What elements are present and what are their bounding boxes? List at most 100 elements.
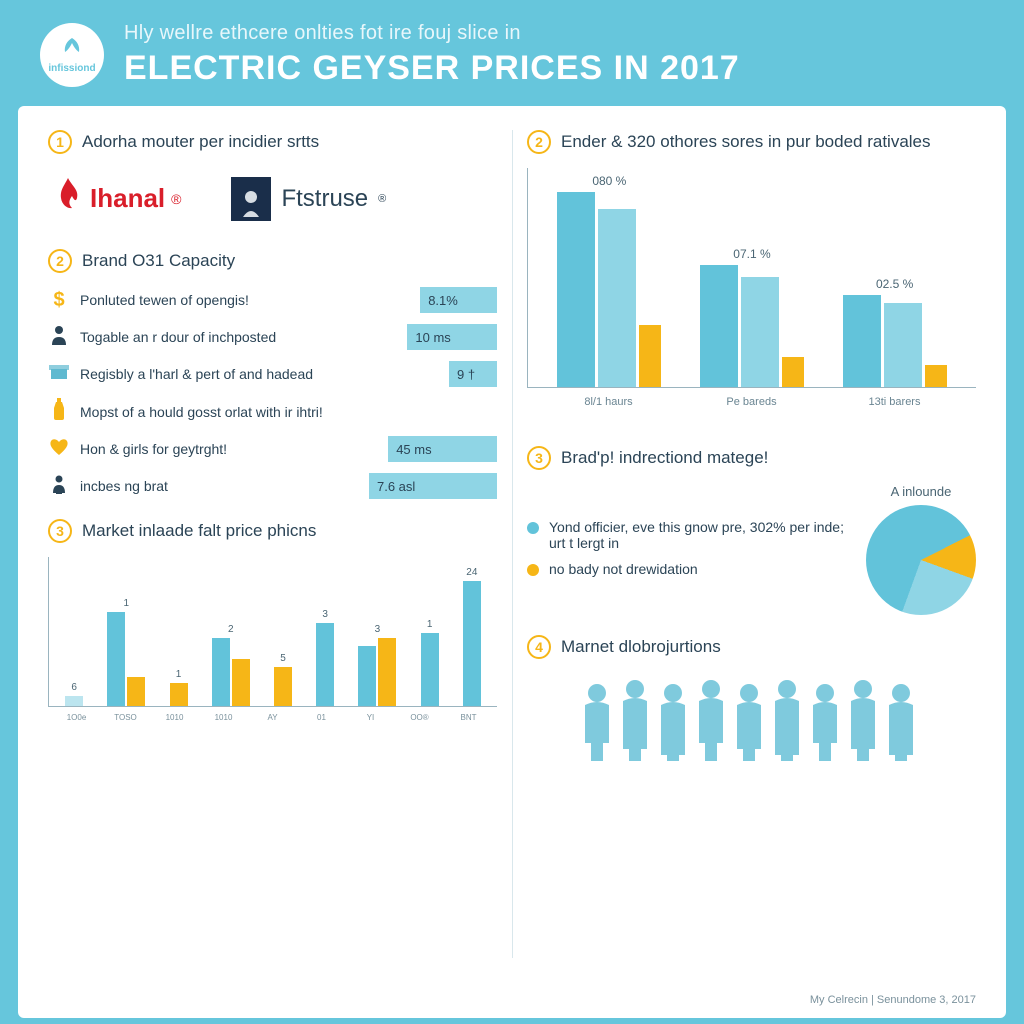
pie-section: Yond officier, eve this gnow pre, 302% p… — [527, 484, 976, 615]
bar-category: 13ti barers — [855, 396, 935, 408]
capacity-label: Togable an r dour of inchposted — [80, 329, 397, 345]
legend-text: Yond officier, eve this gnow pre, 302% p… — [549, 519, 846, 551]
mini-bar-label: 2 — [212, 624, 250, 635]
bar-category: 8l/1 haurs — [569, 396, 649, 408]
brand1-name: Ihanal — [90, 183, 165, 214]
mini-bar-group: 1 — [107, 612, 145, 706]
logo: infissiond — [40, 23, 104, 87]
bar-group: 080 % — [557, 192, 661, 387]
mini-bar — [316, 623, 334, 706]
brand2-name: Ftstruse — [281, 185, 368, 213]
right-section-2: 2 Ender & 320 othores sores in pur boded… — [527, 130, 976, 426]
mini-bar-label: 24 — [463, 567, 481, 578]
mini-bar-group: 3 — [316, 623, 334, 706]
legend-row: no bady not drewidation — [527, 561, 846, 577]
capacity-value: 7.6 asl — [369, 473, 497, 499]
left-s1-title: Adorha mouter per incidier srtts — [82, 132, 319, 152]
brand2-icon — [231, 177, 271, 221]
capacity-label: incbes ng brat — [80, 478, 359, 494]
bar — [782, 357, 804, 387]
capacity-icon — [48, 363, 70, 386]
divider — [512, 130, 513, 958]
mini-bar — [274, 667, 292, 706]
pie-legend: Yond officier, eve this gnow pre, 302% p… — [527, 519, 846, 577]
bar-category: Pe bareds — [712, 396, 792, 408]
mini-bar-label: 1 — [107, 598, 145, 609]
capacity-label: Ponluted tewen of opengis! — [80, 292, 410, 308]
mini-bar-group: 5 — [274, 667, 292, 706]
bar — [741, 277, 779, 387]
mini-category: AY — [260, 713, 286, 722]
legend-text: no bady not drewidation — [549, 561, 698, 577]
capacity-icon — [48, 474, 70, 499]
mini-bar-group: 2 — [212, 638, 250, 706]
left-column: 1 Adorha mouter per incidier srtts Ihana… — [48, 130, 497, 1004]
capacity-value: 8.1% — [420, 287, 497, 313]
capacity-list: $Ponluted tewen of opengis!8.1%Togable a… — [48, 287, 497, 499]
badge-1: 1 — [48, 130, 72, 154]
header-title: ELECTRIC GEYSER PRICES IN 2017 — [124, 49, 740, 88]
brand-ihanal: Ihanal® — [54, 176, 181, 221]
mini-bar-chart: 6112533124 — [48, 557, 497, 707]
mini-category: 01 — [309, 713, 335, 722]
left-section-3: 3 Market inlaade falt price phicns 61125… — [48, 519, 497, 720]
bar — [884, 303, 922, 387]
bar-label: 02.5 % — [843, 277, 947, 291]
legend-dot — [527, 564, 539, 576]
logo-text: infissiond — [48, 63, 95, 74]
badge-r3: 3 — [527, 446, 551, 470]
mini-category: TOSO — [113, 713, 139, 722]
mini-bar-label: 5 — [274, 653, 292, 664]
mini-bar-label: 1 — [170, 669, 188, 680]
mini-bar-group: 1 — [170, 683, 188, 706]
right-s2-title: Ender & 320 othores sores in pur boded r… — [561, 132, 931, 152]
big-chart-categories: 8l/1 haurs Pe bareds 13ti barers — [527, 396, 976, 408]
mini-category: 1010 — [162, 713, 188, 722]
mini-bar-label: 6 — [65, 682, 83, 693]
capacity-value: 9 † — [449, 361, 497, 387]
mini-bar — [65, 696, 83, 706]
mini-bar — [212, 638, 230, 706]
bar-group: 07.1 % — [700, 265, 804, 387]
mini-bar — [358, 646, 376, 706]
capacity-row: Regisbly a l'harl & pert of and hadead 9 … — [48, 361, 497, 387]
mini-bar-label: 3 — [358, 624, 396, 635]
bar — [598, 209, 636, 387]
right-column: 2 Ender & 320 othores sores in pur boded… — [527, 130, 976, 1004]
capacity-row: Mopst of a hould gosst orlat with ir iht… — [48, 398, 497, 425]
badge-r2: 2 — [527, 130, 551, 154]
mini-chart-categories: 1O0eTOSO10101010AY01YIOO®BNT — [48, 707, 497, 720]
bar-group: 02.5 % — [843, 295, 947, 387]
capacity-label: Mopst of a hould gosst orlat with ir iht… — [80, 404, 497, 420]
capacity-label: Regisbly a l'harl & pert of and hadead — [80, 366, 439, 382]
mini-category: YI — [358, 713, 384, 722]
card: 1 Adorha mouter per incidier srtts Ihana… — [18, 106, 1006, 1018]
pie-chart — [866, 505, 976, 615]
mini-bar — [107, 612, 125, 706]
mini-bar-label: 3 — [316, 609, 334, 620]
mini-bar — [378, 638, 396, 706]
header-titles: Hly wellre ethcere onlties fot ire fouj … — [124, 22, 740, 88]
mini-bar-group: 6 — [65, 696, 83, 706]
left-s2-title: Brand O31 Capacity — [82, 251, 235, 271]
legend-row: Yond officier, eve this gnow pre, 302% p… — [527, 519, 846, 551]
mini-bar — [463, 581, 481, 706]
right-section-3: 3 Brad'p! indrectiond matege! Yond offic… — [527, 446, 976, 615]
big-bar-chart: 080 % 07.1 % 02.5 % — [527, 168, 976, 388]
capacity-row: Togable an r dour of inchposted10 ms — [48, 324, 497, 350]
brand-ftstruse: Ftstruse® — [231, 177, 386, 221]
mini-bar — [421, 633, 439, 706]
bar-label: 07.1 % — [700, 247, 804, 261]
bar — [639, 325, 661, 387]
capacity-icon — [48, 398, 70, 425]
badge-3: 3 — [48, 519, 72, 543]
bar — [557, 192, 595, 387]
badge-2: 2 — [48, 249, 72, 273]
leaf-icon — [60, 37, 84, 63]
right-section-4: 4 Marnet dlobrojurtions — [527, 635, 976, 763]
capacity-row: $Ponluted tewen of opengis!8.1% — [48, 287, 497, 313]
people-row — [527, 673, 976, 763]
right-s4-title: Marnet dlobrojurtions — [561, 637, 721, 657]
mini-bar-label: 1 — [421, 619, 439, 630]
pie-container: A inlounde — [866, 484, 976, 615]
